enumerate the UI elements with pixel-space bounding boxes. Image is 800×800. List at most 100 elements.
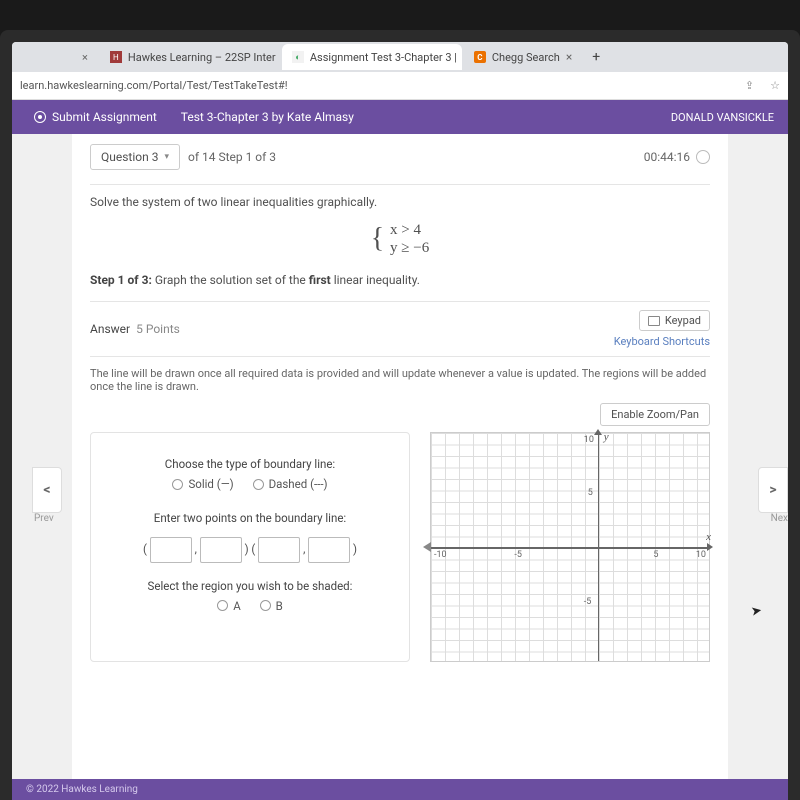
close-icon[interactable]: × bbox=[566, 50, 572, 64]
browser-tab[interactable]: C Chegg Search × bbox=[464, 44, 582, 70]
input-split: Choose the type of boundary line: Solid … bbox=[90, 432, 710, 662]
region-a-label: A bbox=[233, 599, 241, 613]
hint-text: The line will be drawn once all required… bbox=[90, 367, 710, 393]
star-icon[interactable]: ☆ bbox=[762, 79, 788, 92]
question-number: Question 3 bbox=[101, 150, 158, 164]
radio-icon bbox=[260, 600, 271, 611]
region-title: Select the region you wish to be shaded: bbox=[107, 579, 393, 593]
region-b-label: B bbox=[276, 599, 283, 613]
keypad-button[interactable]: Keypad bbox=[639, 310, 710, 331]
enable-zoom-button[interactable]: Enable Zoom/Pan bbox=[600, 403, 710, 426]
coordinate-graph[interactable]: y x 10 5 -5 -10 -5 5 10 bbox=[430, 432, 710, 662]
browser-tab[interactable]: H Hawkes Learning – 22SP Inter × bbox=[100, 44, 280, 70]
timer: 00:44:16 bbox=[644, 150, 710, 164]
question-selector[interactable]: Question 3 ▾ bbox=[90, 144, 180, 170]
url-text[interactable]: learn.hawkeslearning.com/Portal/Test/Tes… bbox=[12, 79, 737, 92]
question-progress: of 14 Step 1 of 3 bbox=[188, 150, 276, 164]
submit-label: Submit Assignment bbox=[52, 110, 157, 124]
arrow-up-icon bbox=[594, 429, 602, 435]
y-axis bbox=[598, 433, 600, 661]
browser-tabstrip: × H Hawkes Learning – 22SP Inter × ◐ Ass… bbox=[12, 42, 788, 72]
tick-label: -5 bbox=[514, 550, 522, 560]
share-icon[interactable]: ⇪ bbox=[737, 79, 762, 92]
arrow-left-icon bbox=[423, 542, 431, 552]
boundary-form: Choose the type of boundary line: Solid … bbox=[90, 432, 410, 662]
favicon-icon: C bbox=[474, 51, 486, 63]
keyboard-shortcuts-link[interactable]: Keyboard Shortcuts bbox=[614, 335, 710, 348]
keypad-icon bbox=[648, 316, 660, 326]
x-axis bbox=[431, 547, 709, 549]
dashed-label: Dashed (---) bbox=[269, 477, 328, 491]
equation-system: { x > 4 y ≥ −6 bbox=[90, 221, 710, 257]
cursor-icon: ➤ bbox=[750, 603, 763, 620]
browser-tab[interactable]: ◐ Assignment Test 3-Chapter 3 | × bbox=[282, 44, 462, 70]
step-label: Step 1 of 3: bbox=[90, 273, 152, 287]
boundary-title: Choose the type of boundary line: bbox=[107, 457, 393, 471]
new-tab-button[interactable]: + bbox=[584, 49, 608, 65]
record-icon bbox=[34, 111, 46, 123]
eye-icon[interactable] bbox=[696, 150, 710, 164]
next-label: Nex bbox=[771, 513, 788, 524]
question-bar: Question 3 ▾ of 14 Step 1 of 3 00:44:16 bbox=[90, 134, 710, 180]
favicon-icon: ◐ bbox=[292, 51, 304, 63]
chevron-right-icon: > bbox=[769, 482, 776, 498]
tick-label: 10 bbox=[696, 550, 706, 560]
close-icon[interactable]: × bbox=[72, 51, 98, 64]
radio-icon bbox=[253, 479, 264, 490]
question-prompt: Solve the system of two linear inequalit… bbox=[90, 195, 710, 209]
y-axis-label: y bbox=[604, 431, 609, 443]
app-header: Submit Assignment Test 3-Chapter 3 by Ka… bbox=[12, 100, 788, 134]
step-instruction: Step 1 of 3: Graph the solution set of t… bbox=[90, 273, 710, 287]
step-text: Graph the solution set of the bbox=[155, 273, 309, 287]
answer-label: Answer bbox=[90, 322, 130, 336]
chevron-left-icon: < bbox=[43, 482, 50, 498]
tab-title: Chegg Search bbox=[492, 51, 560, 64]
content-area: < Prev > Nex Question 3 ▾ of 14 Step 1 o… bbox=[12, 134, 788, 800]
test-title: Test 3-Chapter 3 by Kate Almasy bbox=[181, 110, 354, 124]
graph-panel: y x 10 5 -5 -10 -5 5 10 bbox=[424, 432, 710, 662]
point-x1-input[interactable] bbox=[150, 537, 192, 563]
tick-label: -5 bbox=[584, 597, 592, 607]
region-a-radio[interactable]: A bbox=[217, 599, 241, 613]
arrow-right-icon bbox=[707, 543, 713, 551]
tick-label: 10 bbox=[584, 435, 594, 445]
radio-icon bbox=[217, 600, 228, 611]
tab-title: Assignment Test 3-Chapter 3 | bbox=[310, 51, 457, 64]
chevron-down-icon: ▾ bbox=[164, 152, 169, 162]
point-y1-input[interactable] bbox=[200, 537, 242, 563]
prev-question-button[interactable]: < bbox=[32, 467, 62, 513]
favicon-icon: H bbox=[110, 51, 122, 63]
question-card: Question 3 ▾ of 14 Step 1 of 3 00:44:16 … bbox=[72, 134, 728, 800]
point-x2-input[interactable] bbox=[258, 537, 300, 563]
radio-icon bbox=[172, 479, 183, 490]
keypad-label: Keypad bbox=[665, 314, 701, 327]
tick-label: -10 bbox=[434, 550, 447, 560]
region-b-radio[interactable]: B bbox=[260, 599, 283, 613]
tick-label: 5 bbox=[588, 488, 593, 498]
keypad-area: Keypad Keyboard Shortcuts bbox=[614, 310, 710, 348]
points-title: Enter two points on the boundary line: bbox=[107, 511, 393, 525]
point-y2-input[interactable] bbox=[308, 537, 350, 563]
tick-label: 5 bbox=[653, 550, 658, 560]
next-question-button[interactable]: > bbox=[758, 467, 788, 513]
monitor-bezel: × H Hawkes Learning – 22SP Inter × ◐ Ass… bbox=[0, 30, 800, 800]
dashed-radio[interactable]: Dashed (---) bbox=[253, 477, 328, 491]
inequality-1: x > 4 bbox=[390, 222, 421, 238]
submit-assignment-button[interactable]: Submit Assignment bbox=[26, 106, 165, 128]
brace-icon: { bbox=[371, 223, 384, 254]
divider bbox=[90, 184, 710, 185]
inequality-2: y ≥ −6 bbox=[390, 240, 429, 256]
x-axis-label: x bbox=[706, 531, 711, 543]
copyright: © 2022 Hawkes Learning bbox=[26, 784, 138, 795]
app-footer: © 2022 Hawkes Learning bbox=[12, 779, 788, 800]
solid-label: Solid (—) bbox=[188, 477, 233, 491]
points-label: 5 Points bbox=[136, 322, 180, 336]
student-name: DONALD VANSICKLE bbox=[671, 111, 774, 124]
tab-title: Hawkes Learning – 22SP Inter bbox=[128, 51, 276, 64]
browser-urlbar: learn.hawkeslearning.com/Portal/Test/Tes… bbox=[12, 72, 788, 100]
solid-radio[interactable]: Solid (—) bbox=[172, 477, 233, 491]
timer-value: 00:44:16 bbox=[644, 150, 690, 164]
answer-bar: Answer 5 Points Keypad Keyboard Shortcut… bbox=[90, 301, 710, 357]
prev-label: Prev bbox=[34, 513, 54, 524]
screen: × H Hawkes Learning – 22SP Inter × ◐ Ass… bbox=[12, 42, 788, 800]
